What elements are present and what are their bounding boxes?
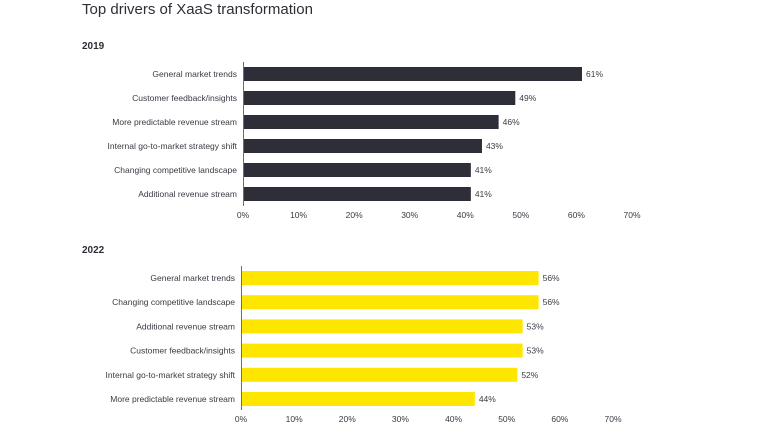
value-label-2019-3: 46% [503, 117, 520, 127]
chart-2019: General market trends 61% Customer feedbac… [108, 62, 641, 220]
chart-2019-title: 2019 [82, 41, 105, 52]
value-label-2019-1: 61% [586, 69, 603, 79]
category-label-2019-2: Customer feedback/insights [132, 93, 237, 103]
value-label-2019-6: 41% [475, 189, 492, 199]
x-tick-label-2019-0: 0% [237, 210, 250, 220]
value-label-2022-3: 53% [527, 321, 544, 331]
x-tick-label-2022-40: 40% [445, 414, 462, 424]
bar-2019-1 [243, 67, 582, 81]
category-label-2019-5: Changing competitive landscape [114, 165, 237, 175]
category-label-2022-2: Changing competitive landscape [112, 297, 235, 307]
page-title: Top drivers of XaaS transformation [82, 1, 313, 18]
x-tick-label-2022-20: 20% [339, 414, 356, 424]
category-label-2022-1: General market trends [150, 273, 235, 283]
value-label-2019-4: 43% [486, 141, 503, 151]
x-tick-label-2022-10: 10% [286, 414, 303, 424]
x-tick-label-2019-50: 50% [512, 210, 529, 220]
value-label-2019-2: 49% [519, 93, 536, 103]
bar-2019-5 [243, 163, 471, 177]
category-label-2019-1: General market trends [152, 69, 237, 79]
bar-2022-1 [241, 271, 539, 285]
value-label-2022-6: 44% [479, 394, 496, 404]
category-label-2019-6: Additional revenue stream [138, 189, 237, 199]
x-tick-label-2019-10: 10% [290, 210, 307, 220]
x-tick-label-2022-30: 30% [392, 414, 409, 424]
bar-2019-6 [243, 187, 471, 201]
category-label-2019-3: More predictable revenue stream [112, 117, 237, 127]
chart-2022-title: 2022 [82, 245, 105, 256]
bar-2022-5 [241, 367, 518, 382]
category-label-2019-4: Internal go-to-market strategy shift [108, 141, 238, 151]
value-label-2022-2: 56% [543, 297, 560, 307]
category-label-2022-5: Internal go-to-market strategy shift [106, 370, 236, 380]
bar-2022-2 [241, 295, 539, 310]
bar-2022-6 [241, 392, 475, 406]
value-label-2022-5: 52% [521, 370, 538, 380]
x-tick-label-2019-40: 40% [457, 210, 474, 220]
bar-2022-3 [241, 319, 523, 334]
category-label-2022-6: More predictable revenue stream [110, 394, 235, 404]
x-tick-label-2019-20: 20% [346, 210, 363, 220]
x-tick-label-2019-30: 30% [401, 210, 418, 220]
x-tick-label-2022-60: 60% [551, 414, 568, 424]
bar-2019-2 [243, 91, 516, 105]
x-tick-label-2019-60: 60% [568, 210, 585, 220]
bar-2022-4 [241, 343, 523, 358]
bar-2019-3 [243, 115, 499, 129]
category-label-2022-3: Additional revenue stream [136, 321, 235, 331]
x-tick-label-2019-70: 70% [623, 210, 640, 220]
value-label-2022-1: 56% [543, 273, 560, 283]
x-tick-label-2022-0: 0% [235, 414, 248, 424]
chart-2022: General market trends 56% Changing competi… [106, 266, 622, 424]
x-tick-label-2022-50: 50% [498, 414, 515, 424]
x-tick-label-2022-70: 70% [604, 414, 621, 424]
value-label-2019-5: 41% [475, 165, 492, 175]
value-label-2022-4: 53% [527, 346, 544, 356]
bar-2019-4 [243, 139, 482, 153]
category-label-2022-4: Customer feedback/insights [130, 346, 235, 356]
